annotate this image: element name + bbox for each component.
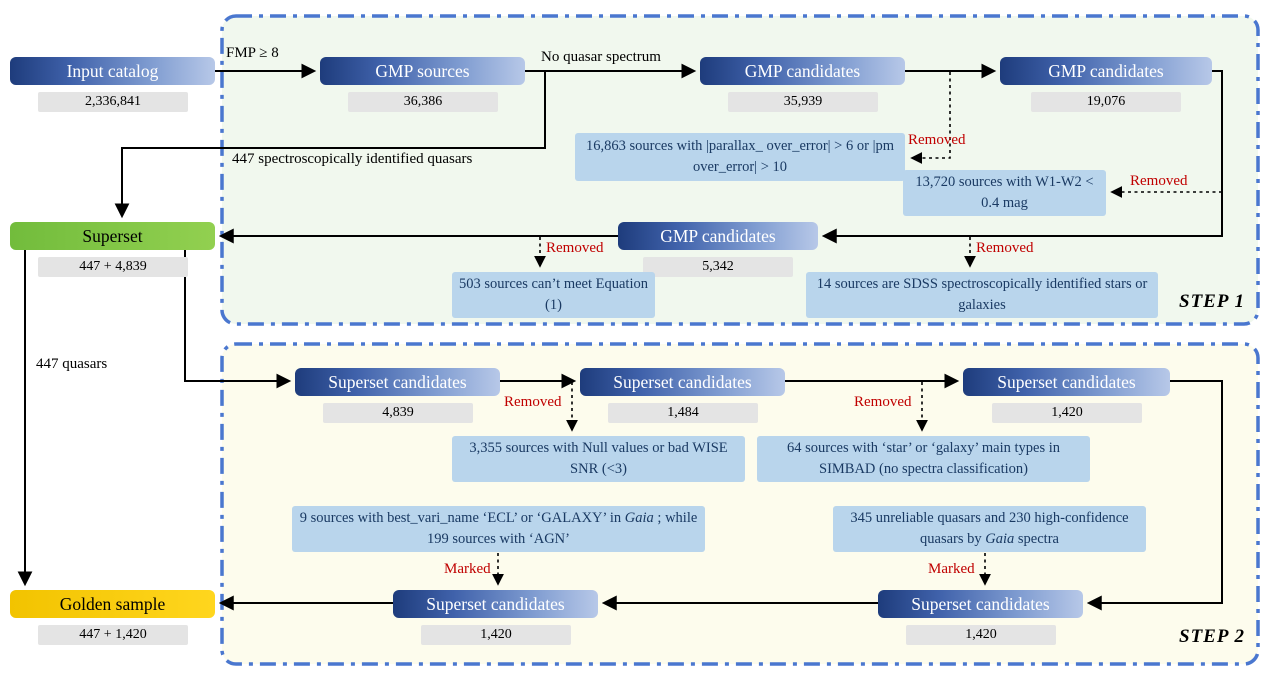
info-gaia-spectra-text: 345 unreliable quasars and 230 high-conf… <box>839 508 1140 549</box>
info-parallax-cut: 16,863 sources with |parallax_ over_erro… <box>575 133 905 181</box>
edge-label-no-quasar-spectrum: No quasar spectrum <box>541 49 661 65</box>
marked-label-spectra: Marked <box>928 561 975 577</box>
count-superset-candidates-b: 1,484 <box>608 403 758 423</box>
arrow-candidates-b-to-c <box>821 70 1223 244</box>
count-superset-candidates-a: 4,839 <box>323 403 473 423</box>
removed-label-sdss: Removed <box>976 240 1034 256</box>
removed-label-equation: Removed <box>546 240 604 256</box>
edge-label-fmp-cut: FMP ≥ 8 <box>226 45 279 61</box>
node-superset: Superset <box>10 222 215 250</box>
info-gaia-variability-text: 9 sources with best_vari_name ‘ECL’ or ‘… <box>298 508 699 549</box>
count-golden-sample: 447 + 1,420 <box>38 625 188 645</box>
marked-label-vari: Marked <box>444 561 491 577</box>
arrow-spec-quasars-to-superset <box>114 72 546 219</box>
node-gmp-sources: GMP sources <box>320 57 525 85</box>
step2-region <box>220 342 1260 666</box>
removed-label-parallax: Removed <box>908 132 966 148</box>
node-superset-candidates-b: Superset candidates <box>580 368 785 396</box>
gaia-italic: Gaia <box>624 510 654 527</box>
node-gmp-candidates-b: GMP candidates <box>1000 57 1212 85</box>
count-gmp-candidates-b: 19,076 <box>1031 92 1181 112</box>
text-part: 345 unreliable quasars and 230 high-conf… <box>850 510 1129 547</box>
count-superset-candidates-c: 1,420 <box>992 403 1142 423</box>
count-superset-candidates-d: 1,420 <box>906 625 1056 645</box>
removed-label-simbad: Removed <box>854 394 912 410</box>
info-sdss-cut: 14 sources are SDSS spectroscopically id… <box>806 272 1158 318</box>
gaia-italic: Gaia <box>985 531 1015 547</box>
removed-label-w1w2: Removed <box>1130 173 1188 189</box>
node-superset-candidates-e: Superset candidates <box>393 590 598 618</box>
count-gmp-sources: 36,386 <box>348 92 498 112</box>
info-equation-cut: 503 sources can’t meet Equation (1) <box>452 272 655 318</box>
info-w1w2-cut: 13,720 sources with W1-W2 < 0.4 mag <box>903 170 1106 216</box>
node-superset-candidates-c: Superset candidates <box>963 368 1170 396</box>
node-gmp-candidates-c: GMP candidates <box>618 222 818 250</box>
info-gaia-spectra: 345 unreliable quasars and 230 high-conf… <box>833 506 1146 552</box>
arrow-sc-c-to-d <box>1086 380 1223 611</box>
count-gmp-candidates-c: 5,342 <box>643 257 793 277</box>
step1-label: STEP 1 <box>1179 291 1245 312</box>
node-input-catalog: Input catalog <box>10 57 215 85</box>
step2-label: STEP 2 <box>1179 626 1245 647</box>
text-part: 9 sources with best_vari_name ‘ECL’ or ‘… <box>299 510 625 527</box>
node-gmp-candidates-a: GMP candidates <box>700 57 905 85</box>
count-superset-candidates-e: 1,420 <box>421 625 571 645</box>
removed-label-wise: Removed <box>504 394 562 410</box>
count-input-catalog: 2,336,841 <box>38 92 188 112</box>
count-gmp-candidates-a: 35,939 <box>728 92 878 112</box>
node-golden-sample: Golden sample <box>10 590 215 618</box>
info-simbad-cut: 64 sources with ‘star’ or ‘galaxy’ main … <box>757 436 1090 482</box>
arrow-superset-to-sc-a <box>184 250 292 389</box>
text-part: spectra <box>1014 531 1059 547</box>
dotted-removal-arrows <box>492 72 1222 586</box>
dotted-arrow-removed-parallax <box>910 72 951 164</box>
solid-flow-arrows <box>17 63 1223 611</box>
edge-label-447-spec-quasars: 447 spectroscopically identified quasars <box>232 151 473 167</box>
info-wise-cut: 3,355 sources with Null values or bad WI… <box>452 436 745 482</box>
text-part: ; while 199 sources with ‘AGN’ <box>427 510 698 547</box>
node-superset-candidates-a: Superset candidates <box>295 368 500 396</box>
info-gaia-variability: 9 sources with best_vari_name ‘ECL’ or ‘… <box>292 506 705 552</box>
count-superset: 447 + 4,839 <box>38 257 188 277</box>
edge-label-447-quasars: 447 quasars <box>36 356 108 372</box>
node-superset-candidates-d: Superset candidates <box>878 590 1083 618</box>
